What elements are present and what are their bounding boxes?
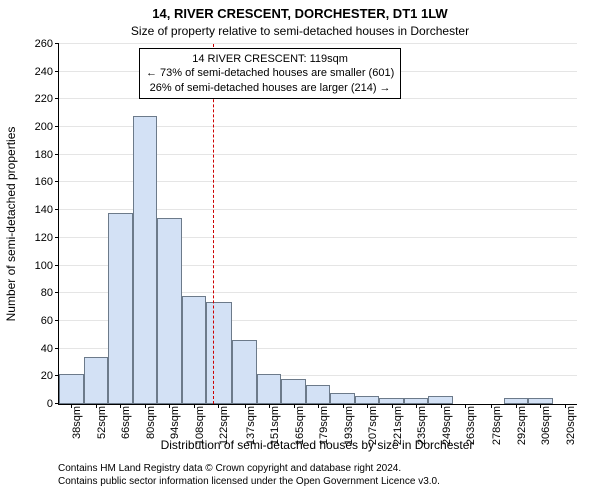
histogram-bar xyxy=(428,396,453,404)
footer: Contains HM Land Registry data © Crown c… xyxy=(58,462,576,488)
gridline xyxy=(59,43,577,44)
chart-container: 14, RIVER CRESCENT, DORCHESTER, DT1 1LW … xyxy=(0,0,600,500)
y-tick-label: 0 xyxy=(47,398,59,410)
histogram-bar xyxy=(355,396,380,404)
y-tick-label: 20 xyxy=(41,370,59,382)
y-tick-label: 180 xyxy=(35,149,59,161)
histogram-bar xyxy=(257,374,282,404)
y-tick-label: 200 xyxy=(35,121,59,133)
y-axis-label: Number of semi-detached properties xyxy=(4,44,20,404)
histogram-bar xyxy=(379,398,404,404)
histogram-bar xyxy=(133,116,158,404)
histogram-bar xyxy=(157,218,182,404)
y-tick-label: 60 xyxy=(41,315,59,327)
histogram-bar xyxy=(306,385,331,404)
y-tick-label: 100 xyxy=(35,260,59,272)
y-tick-label: 140 xyxy=(35,204,59,216)
chart-title-line1: 14, RIVER CRESCENT, DORCHESTER, DT1 1LW xyxy=(0,6,600,21)
histogram-bar xyxy=(206,302,232,404)
annotation-line1: 14 RIVER CRESCENT: 119sqm xyxy=(146,52,394,66)
footer-line1: Contains HM Land Registry data © Crown c… xyxy=(58,462,576,475)
y-tick-label: 220 xyxy=(35,93,59,105)
annotation-box: 14 RIVER CRESCENT: 119sqm ← 73% of semi-… xyxy=(139,48,401,99)
histogram-bar xyxy=(404,398,429,404)
histogram-bar xyxy=(84,357,109,404)
histogram-bar xyxy=(528,398,553,404)
y-tick-label: 160 xyxy=(35,176,59,188)
y-tick-label: 120 xyxy=(35,232,59,244)
x-axis-label: Distribution of semi-detached houses by … xyxy=(58,438,576,452)
histogram-bar xyxy=(281,379,306,404)
histogram-bar xyxy=(182,296,207,404)
chart-title-line2: Size of property relative to semi-detach… xyxy=(0,24,600,38)
y-tick-label: 80 xyxy=(41,287,59,299)
histogram-bar xyxy=(330,393,355,404)
plot-area: 14 RIVER CRESCENT: 119sqm ← 73% of semi-… xyxy=(58,44,577,405)
footer-line2: Contains public sector information licen… xyxy=(58,475,576,488)
histogram-bar xyxy=(232,340,257,404)
annotation-line3: 26% of semi-detached houses are larger (… xyxy=(146,81,394,95)
y-tick-label: 40 xyxy=(41,343,59,355)
histogram-bar xyxy=(504,398,529,404)
y-tick-label: 240 xyxy=(35,66,59,78)
y-tick-label: 260 xyxy=(35,38,59,50)
histogram-bar xyxy=(108,213,133,404)
annotation-line2: ← 73% of semi-detached houses are smalle… xyxy=(146,66,394,80)
histogram-bar xyxy=(59,374,84,404)
